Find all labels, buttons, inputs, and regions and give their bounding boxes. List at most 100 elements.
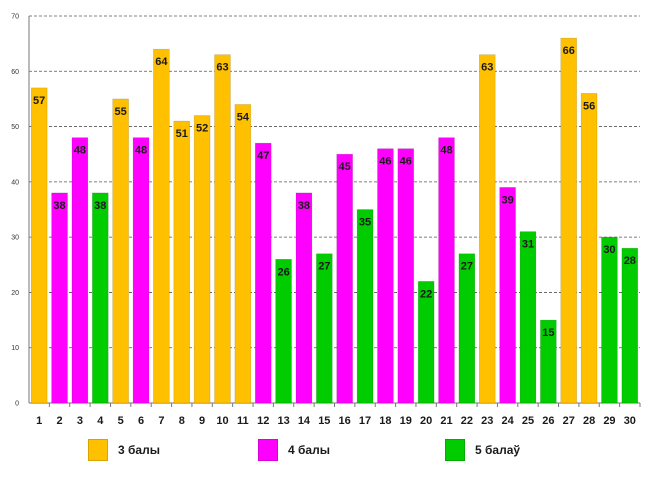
legend-item-grade-3: 3 балы xyxy=(88,438,160,462)
x-tick-label: 24 xyxy=(501,415,514,427)
y-tick-label: 60 xyxy=(11,69,19,76)
legend-label-grade-4: 4 балы xyxy=(288,443,330,457)
legend-item-grade-4: 4 балы xyxy=(258,438,330,462)
x-tick-label: 19 xyxy=(400,415,412,427)
legend-label-grade-3: 3 балы xyxy=(118,443,160,457)
y-tick-label: 10 xyxy=(11,345,19,352)
bar-17 xyxy=(356,209,374,404)
data-label-21: 48 xyxy=(440,145,452,157)
data-label-22: 27 xyxy=(461,261,473,273)
data-label-23: 63 xyxy=(481,62,493,74)
data-label-25: 31 xyxy=(522,239,534,251)
x-tick-label: 16 xyxy=(339,415,351,427)
x-tick-label: 9 xyxy=(199,415,205,427)
data-label-12: 47 xyxy=(257,150,269,162)
bar-1 xyxy=(30,87,48,404)
x-tick-label: 30 xyxy=(624,415,636,427)
bar-9 xyxy=(193,115,211,404)
data-label-2: 38 xyxy=(53,200,65,212)
x-tick-label: 11 xyxy=(237,415,249,427)
y-tick-label: 30 xyxy=(11,235,19,242)
data-label-10: 63 xyxy=(216,62,228,74)
x-tick-label: 29 xyxy=(603,415,615,427)
x-tick-label: 2 xyxy=(56,415,62,427)
bar-8 xyxy=(173,120,190,404)
x-tick-label: 8 xyxy=(179,415,185,427)
bar-chart: 0102030405060705713824833845554866475185… xyxy=(11,14,641,427)
legend-item-grade-5: 5 балаў xyxy=(445,438,520,462)
data-label-28: 56 xyxy=(583,100,595,112)
bar-13 xyxy=(275,258,292,404)
bar-3 xyxy=(71,137,89,404)
x-tick-label: 18 xyxy=(379,415,391,427)
data-label-11: 54 xyxy=(237,111,250,123)
data-label-19: 46 xyxy=(400,156,412,168)
x-tick-label: 25 xyxy=(522,415,534,427)
y-tick-label: 40 xyxy=(11,179,19,186)
x-tick-label: 27 xyxy=(563,415,575,427)
x-tick-label: 10 xyxy=(216,415,228,427)
data-label-13: 26 xyxy=(277,266,289,278)
data-label-26: 15 xyxy=(542,327,554,339)
bar-20 xyxy=(417,281,435,404)
bar-7 xyxy=(153,48,170,404)
x-tick-label: 15 xyxy=(318,415,330,427)
y-tick-label: 20 xyxy=(11,290,19,297)
x-tick-label: 1 xyxy=(36,415,42,427)
data-label-18: 46 xyxy=(379,156,391,168)
y-tick-label: 0 xyxy=(15,401,19,408)
data-label-16: 45 xyxy=(339,161,351,173)
bar-12 xyxy=(254,142,272,404)
x-tick-label: 28 xyxy=(583,415,595,427)
data-label-24: 39 xyxy=(501,194,513,206)
data-label-1: 57 xyxy=(33,95,45,107)
x-tick-label: 3 xyxy=(77,415,83,427)
bar-11 xyxy=(234,104,252,404)
data-label-9: 52 xyxy=(196,123,208,135)
x-tick-label: 4 xyxy=(97,415,104,427)
x-tick-label: 12 xyxy=(257,415,269,427)
bar-30 xyxy=(621,247,639,404)
data-label-15: 27 xyxy=(318,261,330,273)
x-tick-label: 7 xyxy=(158,415,164,427)
bar-25 xyxy=(519,231,537,404)
x-tick-label: 26 xyxy=(542,415,554,427)
x-tick-label: 6 xyxy=(138,415,144,427)
bar-15 xyxy=(316,253,333,404)
x-tick-label: 20 xyxy=(420,415,432,427)
bar-19 xyxy=(397,148,415,404)
x-tick-label: 23 xyxy=(481,415,493,427)
legend-swatch-grade-4 xyxy=(258,439,278,461)
bar-29 xyxy=(601,236,618,404)
legend-swatch-grade-3 xyxy=(88,439,108,461)
legend-swatch-grade-5 xyxy=(445,439,465,461)
x-tick-label: 5 xyxy=(118,415,124,427)
bar-10 xyxy=(214,54,231,404)
bar-27 xyxy=(560,37,577,404)
data-label-4: 38 xyxy=(94,200,106,212)
bar-18 xyxy=(377,148,394,404)
y-tick-label: 50 xyxy=(11,124,19,131)
x-tick-label: 14 xyxy=(298,415,311,427)
data-label-27: 66 xyxy=(563,45,575,57)
x-tick-label: 21 xyxy=(440,415,452,427)
data-label-30: 28 xyxy=(624,255,636,267)
bar-14 xyxy=(295,192,313,404)
data-label-14: 38 xyxy=(298,200,310,212)
data-label-17: 35 xyxy=(359,217,371,229)
bar-21 xyxy=(438,137,455,404)
bar-28 xyxy=(580,93,598,404)
data-label-5: 55 xyxy=(115,106,127,118)
y-tick-label: 70 xyxy=(11,14,19,21)
x-tick-label: 13 xyxy=(277,415,289,427)
data-label-29: 30 xyxy=(603,244,615,256)
bar-6 xyxy=(132,137,150,404)
bar-26 xyxy=(540,319,557,404)
data-label-8: 51 xyxy=(176,128,188,140)
bar-22 xyxy=(458,253,476,404)
bar-5 xyxy=(112,98,129,404)
data-label-7: 64 xyxy=(155,56,168,68)
bar-2 xyxy=(51,192,68,404)
bar-16 xyxy=(336,153,353,404)
legend-label-grade-5: 5 балаў xyxy=(475,443,521,457)
